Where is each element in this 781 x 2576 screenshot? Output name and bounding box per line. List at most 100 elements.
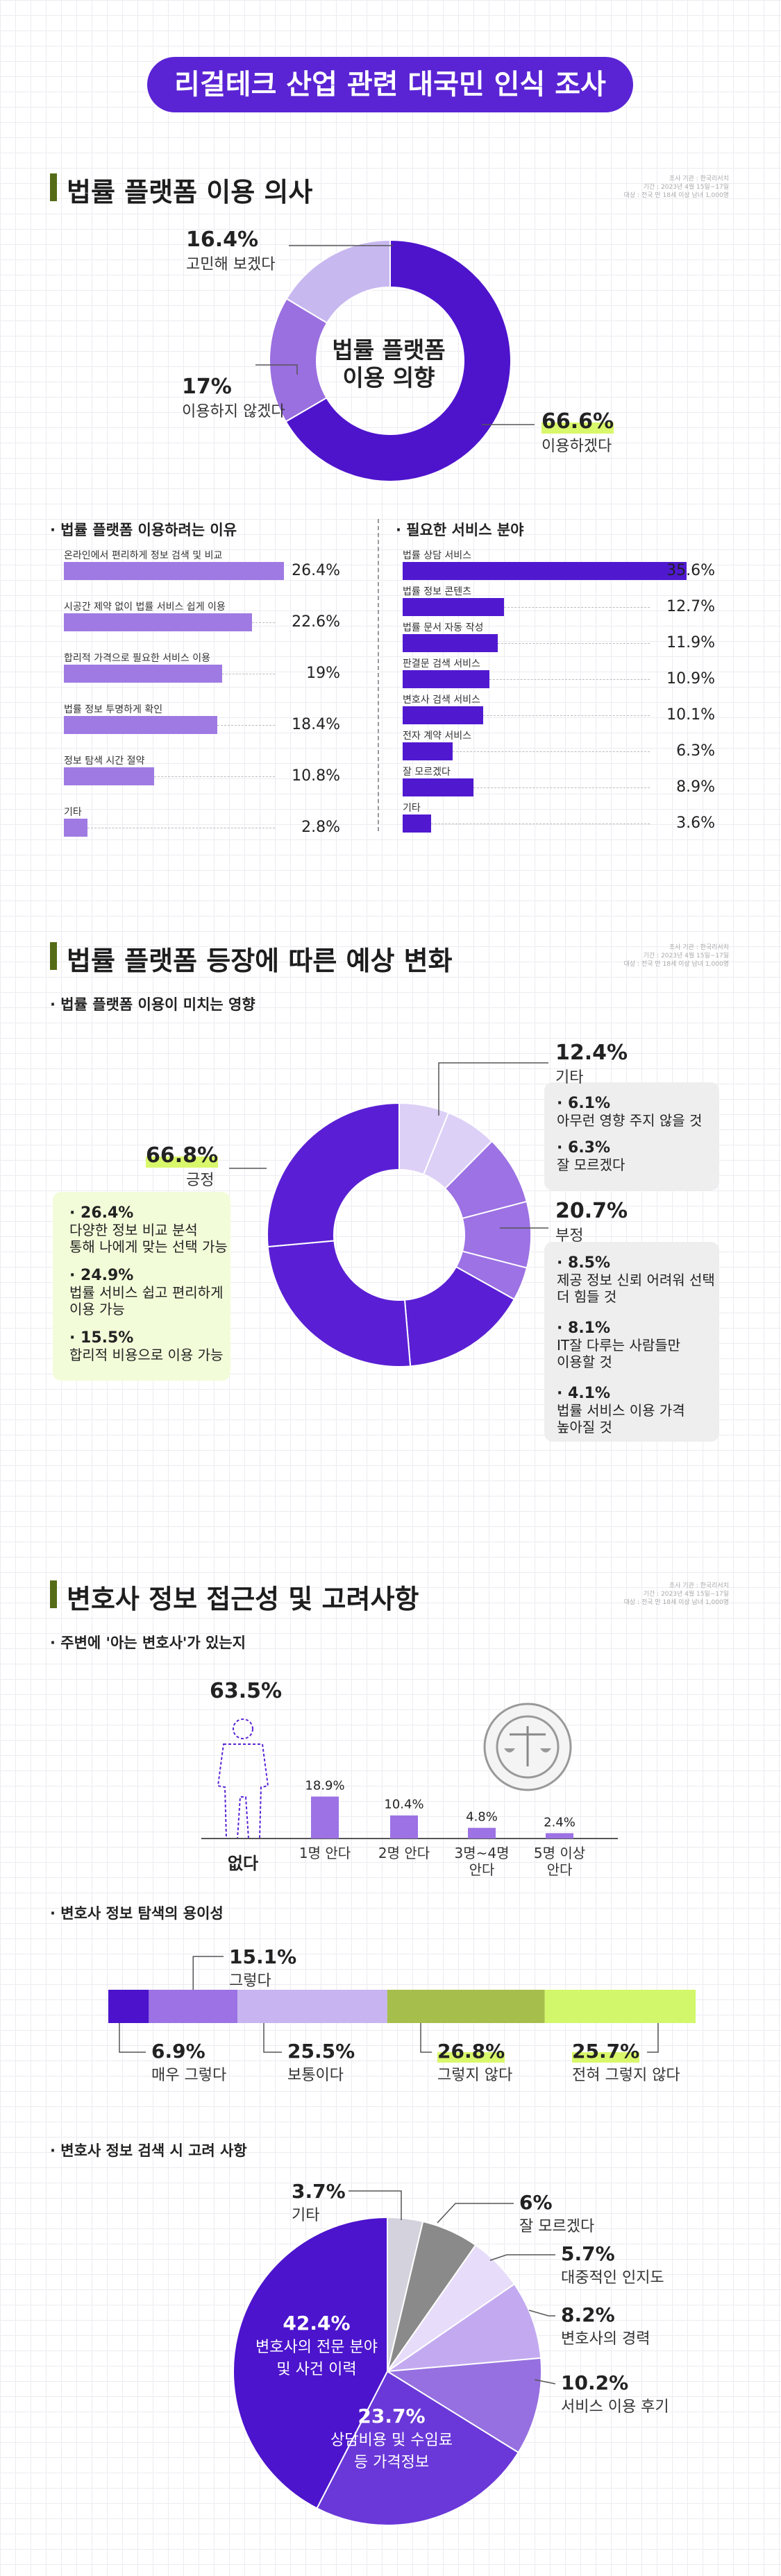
bar-value: 6.3% bbox=[676, 742, 715, 760]
impact-donut-slice-7 bbox=[267, 1102, 400, 1248]
bar bbox=[403, 742, 453, 760]
bar bbox=[64, 716, 217, 734]
bar-value: 2.8% bbox=[301, 819, 340, 836]
lawyer-bar bbox=[311, 1796, 339, 1839]
lawyer-bar-label: 안다 bbox=[547, 1861, 573, 1878]
bar bbox=[64, 665, 222, 683]
consider-label-fame: 5.7% 대중적인 인지도 bbox=[561, 2242, 664, 2287]
bar-guide bbox=[453, 751, 650, 752]
reasons-title: · 법률 플랫폼 이용하려는 이유 bbox=[50, 522, 237, 538]
bar-label: 잘 모르겠다 bbox=[403, 767, 451, 778]
negative-item-2: · 8.1% IT잘 다루는 사람들만 이용할 것 bbox=[557, 1320, 681, 1371]
scale-pan-right bbox=[540, 1748, 551, 1752]
consider-pie-slice-3 bbox=[385, 2283, 542, 2373]
bar bbox=[64, 562, 284, 580]
leader-not-use bbox=[255, 364, 298, 375]
bar-guide bbox=[504, 607, 650, 608]
lawyer-bar bbox=[468, 1827, 496, 1839]
bar bbox=[403, 778, 474, 796]
bar-value: 11.9% bbox=[666, 634, 715, 651]
leader-review bbox=[534, 2379, 556, 2385]
ease-label-1: 6.9% 매우 그렇다 bbox=[151, 2040, 227, 2084]
label-other: 12.4% 기타 bbox=[555, 1041, 628, 1086]
section-marker bbox=[50, 1580, 57, 1608]
main-title: 리걸테크 산업 관련 대국민 인식 조사 bbox=[147, 57, 633, 112]
lawyer-bar-value: 18.9% bbox=[305, 1779, 344, 1793]
positive-box bbox=[53, 1192, 230, 1381]
label-consider: 16.4% 고민해 보겠다 bbox=[186, 228, 276, 273]
lawyer-bar bbox=[390, 1815, 418, 1839]
bar bbox=[403, 598, 505, 616]
court-emblem-ring bbox=[496, 1715, 560, 1779]
intent-donut-slice-2 bbox=[285, 239, 391, 324]
bar-label: 정보 탐색 시간 절약 bbox=[64, 756, 145, 767]
bar-value: 12.7% bbox=[666, 598, 715, 615]
leader-ease-3 bbox=[263, 2023, 282, 2053]
impact-donut-slice-6 bbox=[267, 1240, 412, 1367]
ease-segment bbox=[387, 1990, 545, 2023]
ease-label-3: 25.5% 보통이다 bbox=[287, 2040, 355, 2084]
bar bbox=[403, 670, 490, 688]
lawyer-bar-value: 4.8% bbox=[466, 1810, 498, 1825]
other-item-1: · 6.1% 아무런 영향 주지 않을 것 bbox=[557, 1095, 703, 1129]
bar bbox=[64, 819, 87, 837]
positive-item-2: · 24.9% 법률 서비스 쉽고 편리하게 이용 가능 bbox=[69, 1267, 224, 1318]
bar-guide bbox=[252, 622, 275, 623]
bar-value: 26.4% bbox=[292, 562, 340, 579]
section3-source: 조사 기관 : 한국리서치 기간 : 2023년 4월 15일~17일 대상 : 전… bbox=[623, 1583, 729, 1606]
bar-guide bbox=[497, 643, 650, 644]
ease-segment bbox=[544, 1990, 696, 2023]
person-head-icon bbox=[233, 1718, 253, 1739]
negative-item-1: · 8.5% 제공 정보 신뢰 어려워 선택 더 힘들 것 bbox=[557, 1254, 715, 1306]
none-label: 없다 bbox=[227, 1854, 259, 1873]
ease-segment bbox=[108, 1990, 149, 2023]
bar bbox=[403, 634, 498, 652]
lawyer-bar bbox=[546, 1833, 573, 1839]
lawyer-bar-label: 안다 bbox=[469, 1861, 495, 1878]
bar-label: 기타 bbox=[403, 803, 421, 814]
leader-unknown bbox=[437, 2203, 514, 2224]
bar-value: 10.8% bbox=[292, 767, 340, 785]
leader-fame bbox=[489, 2254, 555, 2261]
negative-item-3: · 4.1% 법률 서비스 이용 가격 높아질 것 bbox=[557, 1385, 685, 1436]
bar-label: 법률 문서 자동 작성 bbox=[403, 622, 484, 633]
bar-guide bbox=[483, 715, 650, 716]
bar bbox=[403, 562, 687, 580]
lawyer-bar-label: 2명 안다 bbox=[378, 1845, 430, 1861]
bar-label: 기타 bbox=[64, 807, 82, 818]
bar-label: 온라인에서 편리하게 정보 검색 및 비교 bbox=[64, 550, 223, 561]
bar bbox=[403, 706, 484, 724]
bar-value: 22.6% bbox=[292, 613, 340, 631]
other-box bbox=[544, 1082, 719, 1191]
lawyer-bar-label: 5명 이상 bbox=[534, 1845, 585, 1861]
bar-label: 합리적 가격으로 필요한 서비스 이용 bbox=[64, 653, 210, 664]
bar-guide bbox=[217, 725, 275, 726]
bar-value: 3.6% bbox=[676, 814, 715, 832]
ease-segment bbox=[237, 1990, 387, 2023]
none-pct-label: 63.5% bbox=[210, 1679, 283, 1703]
label-not-use: 17% 이용하지 않겠다 bbox=[182, 375, 285, 420]
bar-label: 시공간 제약 없이 법률 서비스 쉽게 이용 bbox=[64, 602, 226, 613]
section-marker bbox=[50, 173, 57, 201]
consider-label-etc: 3.7% 기타 bbox=[292, 2180, 346, 2224]
ease-label-2: 15.1% 그렇다 bbox=[229, 1945, 297, 1990]
positive-item-3: · 15.5% 합리적 비용으로 이용 가능 bbox=[69, 1329, 224, 1364]
bar-value: 10.9% bbox=[666, 670, 715, 688]
lawyer-bar-label: 3명~4명 bbox=[454, 1845, 509, 1861]
ease-subtitle: · 변호사 정보 탐색의 용이성 bbox=[50, 1905, 224, 1922]
bar-value: 8.9% bbox=[676, 778, 715, 796]
consider-pie-slice-5 bbox=[316, 2370, 520, 2526]
person-body-icon bbox=[217, 1743, 269, 1839]
know-lawyer-subtitle: · 주변에 '아는 변호사'가 있는지 bbox=[50, 1635, 246, 1651]
label-use: 66.6% 이용하겠다 bbox=[541, 409, 614, 455]
lawyer-bar-value: 10.4% bbox=[384, 1798, 423, 1812]
bar-value: 18.4% bbox=[292, 716, 340, 733]
section2-source: 조사 기관 : 한국리서치 기간 : 2023년 4월 15일~17일 대상 : 전… bbox=[623, 944, 729, 968]
bar-label: 전자 계약 서비스 bbox=[403, 731, 472, 742]
scale-pan-left bbox=[504, 1748, 515, 1752]
bar-label: 변호사 검색 서비스 bbox=[403, 694, 480, 706]
